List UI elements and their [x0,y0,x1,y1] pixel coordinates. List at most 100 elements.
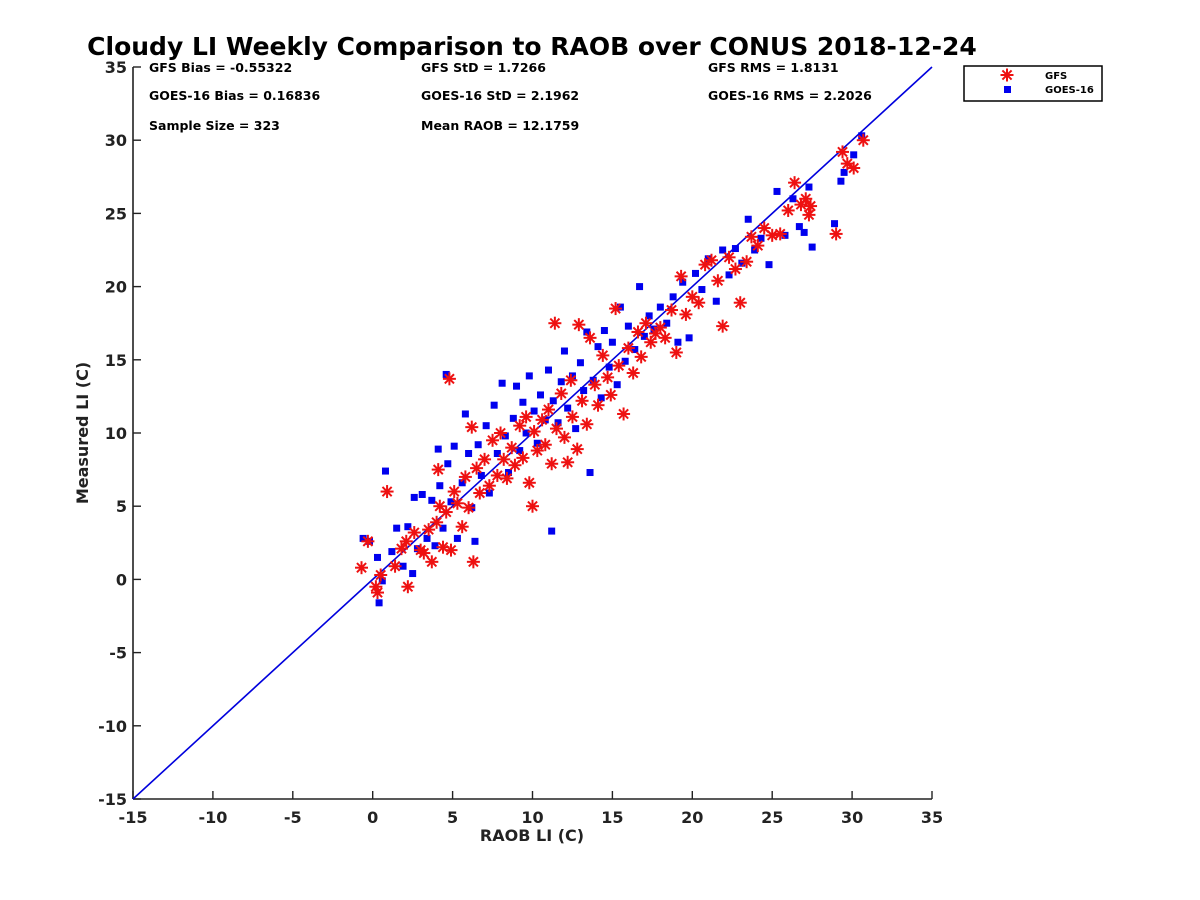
x-tick-label: 10 [521,808,543,827]
goes16-point [781,231,789,239]
gfs-point [478,452,492,466]
goes16-point [465,449,473,457]
gfs-point [565,410,579,424]
gfs-point [781,203,795,217]
y-tick-label: -5 [109,644,127,663]
gfs-point [439,505,453,519]
goes16-point [731,245,739,253]
x-tick-label: -10 [198,808,227,827]
legend-goes16-label: GOES-16 [1045,85,1094,96]
goes16-point [650,325,658,333]
gfs-point [548,316,562,330]
goes16-point [773,187,781,195]
goes16-point [501,432,509,440]
goes16-point [423,534,431,542]
gfs-point [609,302,623,316]
gfs-point [490,468,504,482]
goes16-point [831,220,839,228]
gfs-point [430,515,444,529]
goes16-point [436,482,444,490]
goes16-point [580,387,588,395]
stat-goes-std: GOES-16 StD = 2.1962 [421,88,579,103]
goes16-point [393,524,401,532]
gfs-point [494,426,508,440]
goes16-point [557,378,565,386]
goes16-point [410,493,418,501]
goes16-point [554,419,562,427]
gfs-point [612,359,626,373]
goes16-point [381,467,389,475]
gfs-point [497,452,511,466]
goes16-point [399,562,407,570]
gfs-point [588,378,602,392]
goes16-point [444,460,452,468]
goes16-point [493,449,501,457]
goes16-point [674,338,682,346]
goes16-point [513,382,521,390]
gfs-point [361,534,375,548]
gfs-point [804,199,818,213]
goes16-point [795,223,803,231]
x-tick-label: 25 [761,808,783,827]
goes16-point [413,545,421,553]
gfs-point [644,335,658,349]
goes16-point [808,243,816,251]
legend: GFS GOES-16 [963,65,1103,102]
goes16-point [474,441,482,449]
stat-gfs-bias: GFS Bias = -0.55322 [149,60,292,75]
gfs-point [500,471,514,485]
gfs-point [716,319,730,333]
gfs-point [669,345,683,359]
gfs-point [591,398,605,412]
y-tick-label: -10 [98,717,127,736]
goes16-point [621,357,629,365]
goes16-point [564,404,572,412]
gfs-point [380,485,394,499]
goes16-point [586,469,594,477]
goes16-point [549,397,557,405]
gfs-point [583,331,597,345]
gfs-point [570,442,584,456]
gfs-point [564,373,578,387]
gfs-point [626,366,640,380]
plot-area: -15 -10 -5 0 5 10 15 20 25 30 35 -15 -10 -5 0 5 10 15 20 25… [98,58,943,827]
y-tick-label: 20 [105,278,127,297]
gfs-point [596,348,610,362]
goes16-point [616,303,624,311]
goes16-point [800,228,808,236]
gfs-point [601,370,615,384]
gfs-point [728,262,742,276]
goes16-point [516,447,524,455]
stat-sample-size: Sample Size = 323 [149,118,280,133]
goes16-point [645,312,653,320]
gfs-point [711,274,725,288]
goes16-point [738,259,746,267]
goes16-point [744,215,752,223]
gfs-point [557,430,571,444]
gfs-point [674,269,688,283]
gfs-point [572,318,586,332]
goes16-point [594,343,602,351]
gfs-point [526,499,539,513]
y-tick-label: 25 [105,204,127,223]
goes16-point [712,297,720,305]
x-tick-label: 15 [601,808,623,827]
goes16-point [757,234,765,242]
gfs-point [545,457,559,471]
goes16-point [490,401,498,409]
stat-gfs-std: GFS StD = 1.7266 [421,60,546,75]
legend-gfs-asterisk [1000,68,1014,82]
goes16-point [583,328,591,336]
gfs-point [462,501,476,515]
x-tick-label: -15 [119,808,148,827]
gfs-point [470,461,484,475]
goes16-point [388,548,396,556]
gfs-point [530,444,544,458]
gfs-point [856,133,870,147]
goes16-point [725,271,733,279]
gfs-point [370,586,384,600]
goes16-point [837,177,845,185]
y-tick-label: 10 [105,424,127,443]
